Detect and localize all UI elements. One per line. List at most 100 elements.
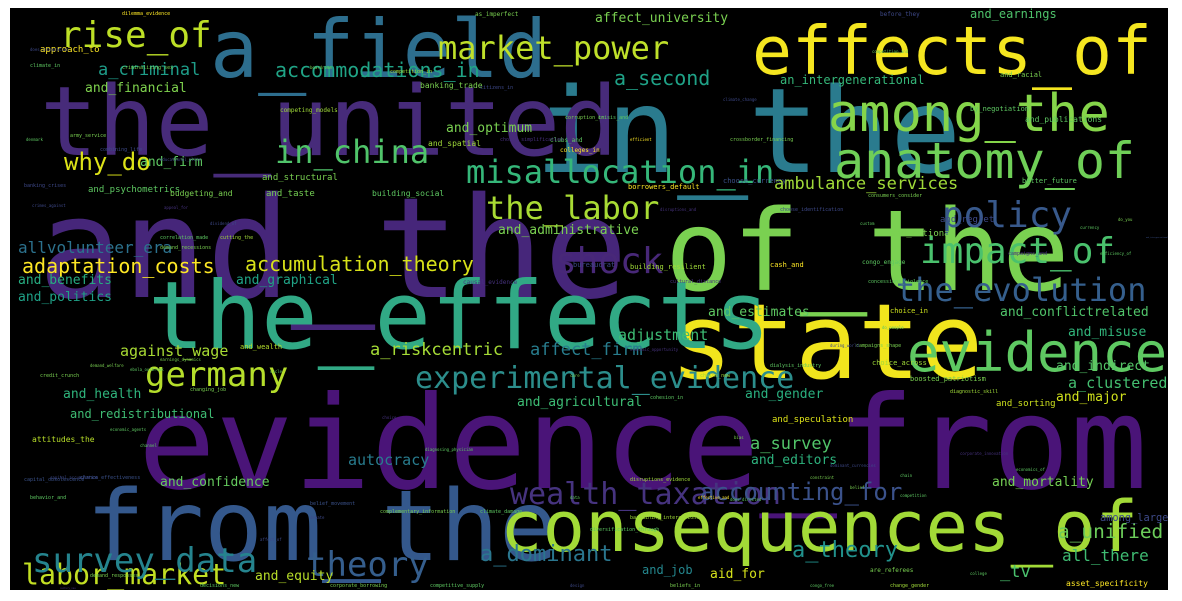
word-attitudes-the: attitudes_the [32, 435, 95, 444]
word-cutting-the: cutting_the [220, 235, 254, 241]
word-are-referees: are_referees [870, 567, 914, 574]
word-earnings-dynamics: earnings_dynamics [160, 357, 201, 362]
word-anatomy-of: anatomy_of [834, 132, 1136, 190]
word-chance-effectiveness: chance_effectiveness [80, 475, 141, 481]
word-ebola-outbreak: ebola_outbreak [130, 367, 164, 372]
word-cycle: cycle [270, 369, 283, 374]
word-diagnosing-physician: diagnosing_physician [425, 447, 474, 452]
word-why-do: why_do [64, 148, 151, 176]
word-a-clustered: a_clustered [1068, 374, 1168, 392]
word-and-mortality: and_mortality [992, 475, 1094, 490]
word-effects-of: effects_of [752, 12, 1152, 90]
word-as-imperfect: as_imperfect [475, 11, 519, 18]
word-consumers-consider: consumers_consider [868, 193, 923, 199]
word-dominant-currencies: dominant_currencies [830, 463, 876, 468]
word-a-theory: a_theory [792, 538, 898, 563]
word-behavior-and: behavior_and [30, 495, 67, 501]
word-and-racial: and_racial [1000, 71, 1043, 79]
word-educational-elite: educational_elite [160, 157, 201, 162]
word-the-united: the_united [40, 66, 618, 178]
word-citizens-in: citizens_in [480, 85, 514, 91]
word-do-you: do_you [1118, 217, 1133, 222]
word-criminalizing-sex: criminalizing_sex [122, 65, 174, 71]
word-and-psychometrics: and_psychometrics [88, 185, 181, 195]
word-affect-firm: affect_firm [530, 340, 643, 360]
word-all-there: all_there [1062, 546, 1149, 565]
word-better-future: better_future [1022, 177, 1077, 185]
word-belief: belief [850, 485, 865, 490]
word-and-administrative: and_administrative [498, 223, 639, 238]
word-and-wealth: and_wealth [240, 343, 283, 351]
word-a-field: a_field [210, 8, 548, 96]
word-colleges-in: colleges_in [560, 147, 600, 154]
word-boardroom: boardroom [310, 65, 332, 70]
word-combining-life: combining_life [100, 147, 143, 153]
word-demand-responses: demand_responses [90, 573, 139, 579]
word-demand-recessions: demand_recessions [160, 245, 212, 251]
word-and-rational: and_rational [890, 229, 956, 239]
word-disruptions-evidence: disruptions_evidence [630, 477, 691, 483]
word-affect-of: affect_of [260, 537, 282, 542]
word-and-sorting: and_sorting [996, 399, 1056, 409]
word-adaptation-costs: adaptation_costs [22, 254, 215, 278]
word-budgeting-and: budgeting_and [170, 189, 233, 198]
word-does-directed: does_directed [730, 497, 762, 502]
word-crossborder-financing: crossborder_financing [730, 137, 794, 143]
word-choose-identification: choose_identification [780, 207, 844, 213]
word-bargaining-interactions: bargaining_interactions [630, 515, 700, 521]
word-boosted-patriotism: boosted_patriotism [910, 375, 986, 383]
word-choice-across: choice_across [872, 359, 927, 367]
word-capital-accumulation: capital_accumulation [50, 475, 99, 480]
word-campaigns-shape: campaigns_shape [856, 343, 902, 349]
word-economics-of: economics_of [1016, 467, 1045, 472]
word-and-editors: and_editors [751, 453, 838, 468]
word-impact-of: impact_of [920, 231, 1116, 272]
word-labor-market: labor_market [22, 558, 227, 590]
word-and-financial: and_financial [85, 81, 187, 96]
word-chain: chain [900, 473, 913, 478]
word-among-large: among_large [1100, 512, 1168, 524]
word-dilemma-evidence: dilemma_evidence [122, 11, 171, 17]
word-beliefs-in: beliefs_in [670, 583, 701, 589]
word-does-integration: does_integration [30, 47, 69, 52]
word-credit-crunch: credit_crunch [40, 373, 80, 379]
word-campaigns-and: campaigns_and [1008, 251, 1048, 257]
word-and-health: and_health [63, 387, 142, 402]
word-congo-free: congo_free [810, 583, 835, 588]
word-in-china: in_china [275, 133, 430, 171]
word-currency: currency [1080, 225, 1100, 230]
word-competition-and: competition_and [872, 49, 909, 54]
word-bias: bias [734, 435, 744, 440]
word-efficiency-of: efficiency_of [1100, 251, 1132, 256]
word-an-intergenerational: an_intergenerational [780, 73, 925, 87]
word-a-criminal: a_criminal [98, 60, 201, 80]
word-cohesion-in: cohesion_in [650, 395, 684, 401]
word-banking-trade: banking_trade [420, 81, 483, 90]
word-corporate-borrowing: corporate_borrowing [330, 583, 388, 589]
word-and-major: and_major [1056, 390, 1127, 405]
word-efficient: efficient [630, 137, 652, 142]
word-chains-new: chains_new [700, 373, 731, 379]
word-a-dominant: a_dominant [480, 542, 613, 567]
word-change-gender: change_gender [890, 583, 930, 589]
word-and-firm: and_firm [140, 155, 203, 170]
word-crimes-against: crimes_against [32, 203, 66, 208]
word-competition-in: competition_in [390, 69, 433, 75]
word-and-structural: and_structural [262, 173, 338, 183]
word-the-effects: the_effects [148, 262, 771, 371]
word-data: data [570, 495, 580, 500]
word-corruption-in: corruption_in [565, 115, 605, 121]
word-bureaucrat: bureaucrat [573, 261, 616, 269]
word-and-conflictrelated: and_conflictrelated [1000, 305, 1149, 320]
word-college: college [970, 571, 987, 576]
word-and-estimates: and_estimates [708, 305, 810, 320]
word-state: state [670, 281, 984, 403]
word-choose-currency: choose_currency [723, 177, 787, 185]
word-building-resilient: building_resilient [630, 263, 706, 271]
word-corporate-innovation: corporate_innovation [960, 451, 1009, 456]
word-climate-damage: climate_damage [480, 509, 523, 515]
word-and-the: and_the [38, 168, 629, 331]
word-competing-models: competing_models [280, 107, 338, 114]
word-before-they: before_they [880, 11, 920, 18]
word-shock: shock [555, 241, 664, 282]
